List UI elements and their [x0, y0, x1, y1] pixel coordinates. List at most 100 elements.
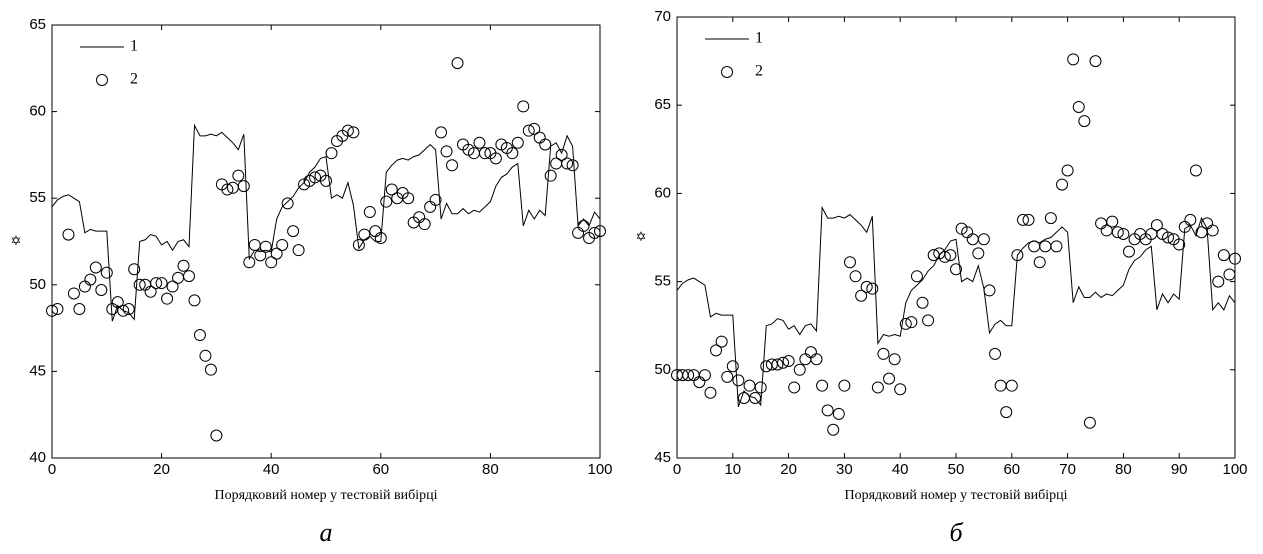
data-point [62, 228, 75, 241]
data-point [983, 284, 996, 297]
panel-caption: а [320, 518, 333, 547]
data-point [555, 148, 568, 161]
data-point [84, 273, 97, 286]
data-point [1061, 164, 1074, 177]
data-point [1078, 115, 1091, 128]
data-point [1162, 231, 1175, 244]
x-tick-label: 70 [1059, 461, 1076, 478]
data-point [682, 369, 695, 382]
data-point [577, 219, 590, 232]
y-tick-label: 45 [29, 362, 46, 379]
legend-label: 1 [755, 30, 763, 47]
data-point [78, 280, 91, 293]
data-point [150, 277, 163, 290]
data-point [966, 233, 979, 246]
data-point [95, 283, 108, 296]
data-point [511, 136, 524, 149]
data-point [435, 126, 448, 139]
y-tick-label: 60 [29, 103, 46, 120]
data-point [166, 280, 179, 293]
x-tick-label: 80 [1115, 461, 1132, 478]
data-point [210, 429, 223, 442]
data-point [380, 195, 393, 208]
data-point [905, 316, 918, 329]
data-line [51, 123, 601, 322]
legend-label: 2 [130, 71, 138, 88]
data-point [566, 159, 579, 172]
data-point [478, 147, 491, 160]
data-point [698, 369, 711, 382]
data-line [676, 205, 1236, 408]
x-tick-label: 90 [1171, 461, 1188, 478]
data-point [1005, 379, 1018, 392]
x-tick-label: 20 [153, 461, 170, 478]
data-point [287, 225, 300, 238]
legend-marker [721, 66, 733, 78]
data-point [1095, 217, 1108, 230]
data-point [341, 124, 354, 137]
data-point [122, 303, 135, 316]
data-point [1022, 213, 1035, 226]
x-tick-label: 30 [836, 461, 853, 478]
data-point [866, 282, 879, 295]
data-point [799, 353, 812, 366]
data-point [827, 423, 840, 436]
data-point [749, 392, 762, 405]
data-point [161, 292, 174, 305]
data-point [1229, 252, 1241, 265]
data-point [1184, 213, 1197, 226]
data-point [1106, 215, 1119, 228]
data-point [374, 232, 387, 245]
data-point [710, 344, 723, 357]
x-tick-label: 100 [1222, 461, 1247, 478]
data-point [977, 233, 990, 246]
data-point [771, 358, 784, 371]
data-point [972, 247, 985, 260]
data-point [46, 304, 58, 317]
data-point [989, 347, 1002, 360]
data-point [871, 381, 884, 394]
data-point [732, 374, 745, 387]
x-axis-label: Порядковий номер у тестовій вибірці [845, 488, 1068, 503]
data-point [1206, 224, 1219, 237]
data-point [133, 278, 146, 291]
data-point [588, 226, 601, 239]
x-tick-label: 50 [948, 461, 965, 478]
x-tick-label: 0 [48, 461, 56, 478]
data-point [838, 379, 851, 392]
data-point [352, 238, 365, 251]
data-point [369, 225, 382, 238]
y-tick-label: 50 [654, 361, 671, 378]
data-point [894, 383, 907, 396]
data-point [777, 356, 790, 369]
data-point [1223, 268, 1236, 281]
data-point [1173, 238, 1186, 251]
data-point [325, 147, 338, 160]
x-tick-label: 40 [892, 461, 909, 478]
y-tick-label: 65 [654, 96, 671, 113]
data-point [793, 363, 806, 376]
data-point [451, 57, 464, 70]
data-point [385, 183, 398, 196]
x-tick-label: 10 [724, 461, 741, 478]
data-point [944, 249, 957, 262]
data-point [883, 372, 896, 385]
data-point [693, 376, 706, 389]
data-point [1067, 53, 1080, 66]
data-point [843, 256, 856, 269]
y-tick-label: 50 [29, 276, 46, 293]
data-point [533, 131, 546, 144]
data-point [522, 124, 535, 137]
data-point [309, 171, 322, 184]
data-point [910, 270, 923, 283]
data-point [528, 122, 541, 135]
data-point [1056, 178, 1069, 191]
y-tick-label: 45 [654, 449, 671, 466]
data-point [938, 250, 951, 263]
data-point [715, 335, 728, 348]
data-point [155, 277, 168, 290]
data-point [1150, 219, 1163, 232]
data-point [849, 270, 862, 283]
data-point [248, 238, 261, 251]
legend-marker [96, 74, 108, 86]
